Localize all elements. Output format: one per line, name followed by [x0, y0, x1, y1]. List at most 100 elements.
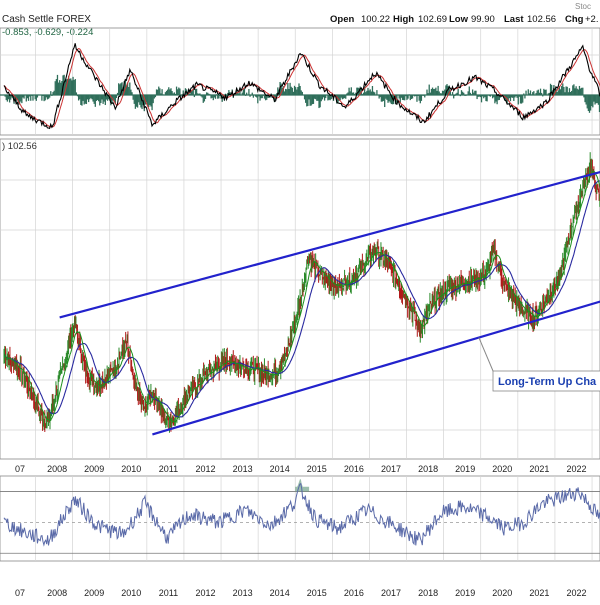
macd-histogram-bar: [298, 83, 299, 95]
macd-histogram-bar: [416, 95, 417, 102]
x-axis-label: 2009: [84, 588, 104, 598]
macd-histogram-bar: [104, 95, 105, 102]
macd-histogram-bar: [522, 95, 523, 103]
macd-histogram-bar: [161, 89, 162, 95]
macd-histogram-bar: [419, 95, 420, 101]
macd-histogram-bar: [562, 83, 563, 95]
macd-histogram-bar: [35, 95, 36, 99]
macd-histogram-bar: [580, 89, 581, 96]
macd-histogram-bar: [244, 88, 245, 95]
macd-histogram-bar: [36, 95, 37, 101]
macd-histogram-bar: [388, 95, 389, 101]
macd-histogram-bar: [581, 88, 582, 96]
macd-histogram-bar: [309, 95, 310, 106]
macd-histogram-bar: [57, 75, 58, 95]
macd-histogram-bar: [306, 95, 307, 106]
brand-watermark: Stoc: [575, 2, 591, 11]
macd-histogram-bar: [129, 83, 130, 96]
macd-histogram-bar: [307, 95, 308, 106]
x-axis-label: 2019: [455, 588, 475, 598]
macd-histogram-bar: [299, 86, 300, 95]
macd-histogram-bar: [72, 77, 73, 95]
chg-value: +2.: [585, 14, 598, 25]
macd-histogram-bar: [288, 89, 289, 95]
x-axis-label: 2015: [307, 588, 327, 598]
annotation-text: Long-Term Up Cha: [498, 376, 597, 388]
macd-histogram-bar: [7, 95, 8, 102]
x-axis-label: 2022: [566, 464, 586, 474]
macd-histogram-bar: [10, 95, 11, 100]
x-axis-label: 2013: [233, 588, 253, 598]
macd-histogram-bar: [153, 95, 154, 103]
macd-histogram-bar: [340, 95, 341, 100]
macd-histogram-bar: [476, 95, 477, 99]
macd-histogram-bar: [287, 83, 288, 95]
macd-histogram-bar: [78, 95, 79, 100]
macd-histogram-bar: [403, 95, 404, 100]
macd-histogram-bar: [47, 95, 48, 99]
macd-values: -0.853, -0.629, -0.224: [2, 27, 93, 38]
macd-histogram-bar: [510, 95, 511, 101]
macd-histogram-bar: [80, 95, 81, 105]
macd-histogram-bar: [590, 95, 591, 111]
macd-histogram-bar: [486, 95, 487, 101]
macd-histogram-bar: [133, 95, 134, 100]
macd-histogram-bar: [213, 95, 214, 100]
macd-histogram-bar: [588, 95, 589, 111]
macd-histogram-bar: [289, 83, 290, 95]
macd-histogram-bar: [577, 89, 578, 96]
macd-histogram-bar: [148, 95, 149, 107]
macd-histogram-bar: [100, 95, 101, 103]
macd-histogram-bar: [575, 86, 576, 95]
macd-histogram-bar: [584, 95, 585, 102]
macd-histogram-bar: [203, 95, 204, 103]
macd-histogram-bar: [102, 95, 103, 104]
macd-histogram-bar: [248, 89, 249, 95]
macd-histogram-bar: [168, 87, 169, 95]
macd-histogram-bar: [285, 89, 286, 95]
macd-histogram-bar: [321, 95, 322, 101]
macd-histogram-bar: [147, 95, 148, 105]
macd-histogram-bar: [101, 95, 102, 100]
macd-histogram-bar: [589, 95, 590, 113]
macd-histogram-bar: [295, 87, 296, 95]
symbol-description: Cash Settle FOREX: [2, 14, 91, 25]
macd-histogram-bar: [294, 86, 295, 95]
macd-histogram-bar: [431, 89, 432, 95]
x-axis-label: 2014: [270, 588, 290, 598]
macd-histogram-bar: [342, 95, 343, 99]
x-axis-label: 2022: [566, 588, 586, 598]
macd-histogram-bar: [195, 89, 196, 95]
chg-label: Chg: [565, 14, 584, 25]
macd-histogram-bar: [383, 95, 384, 101]
macd-histogram-bar: [404, 95, 405, 100]
macd-histogram-bar: [21, 95, 22, 103]
macd-histogram-bar: [257, 95, 258, 103]
macd-histogram-bar: [134, 95, 135, 104]
macd-histogram-bar: [327, 95, 328, 100]
macd-histogram-bar: [328, 95, 329, 100]
macd-histogram-bar: [135, 95, 136, 109]
macd-histogram-bar: [8, 95, 9, 99]
macd-histogram-bar: [319, 95, 320, 107]
high-label: High: [393, 14, 414, 25]
last-value: 102.56: [527, 14, 556, 25]
macd-histogram-bar: [521, 95, 522, 104]
macd-histogram-bar: [421, 95, 422, 101]
high-value: 102.69: [418, 14, 447, 25]
x-axis-label: 07: [15, 464, 25, 474]
price-label: ) 102.56: [2, 141, 37, 152]
x-axis-label: 2009: [84, 464, 104, 474]
macd-histogram-bar: [286, 89, 287, 95]
macd-histogram-bar: [119, 84, 120, 95]
macd-histogram-bar: [563, 87, 564, 95]
macd-histogram-bar: [317, 95, 318, 101]
macd-histogram-bar: [59, 80, 60, 95]
macd-histogram-bar: [434, 89, 435, 95]
macd-histogram-bar: [318, 95, 319, 108]
macd-histogram-bar: [579, 86, 580, 95]
macd-histogram-bar: [292, 88, 293, 95]
macd-histogram-bar: [520, 95, 521, 103]
